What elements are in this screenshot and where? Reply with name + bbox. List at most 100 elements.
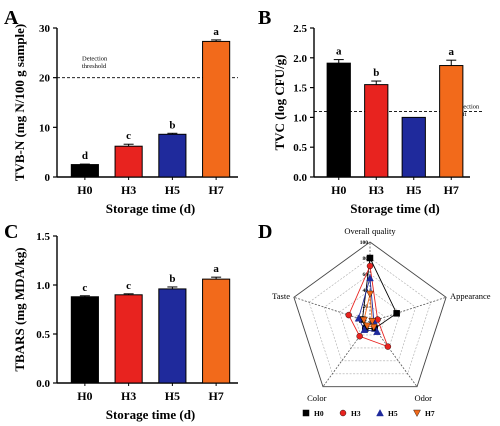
x-tick-label: H5	[165, 389, 180, 403]
significance-letter: b	[169, 273, 175, 285]
legend-label: H5	[388, 409, 398, 418]
radar-point	[393, 310, 400, 317]
bar-h0	[326, 62, 351, 178]
radar-grid-ring	[308, 257, 432, 375]
radar-grid-ring	[354, 305, 386, 336]
significance-letter: a	[336, 46, 342, 58]
radar-axis-label: Taste	[272, 291, 290, 301]
y-tick-label: 30	[39, 23, 51, 35]
radar-axis-label: Odor	[414, 393, 432, 403]
radar-tick-label: 80	[363, 256, 369, 262]
radar-tick-label: 100	[360, 240, 369, 246]
x-tick-label: H7	[444, 183, 459, 197]
y-tick-label: 0.5	[293, 142, 307, 154]
legend-marker	[339, 409, 347, 417]
panel-letter-b: B	[258, 7, 271, 29]
significance-letter: a	[213, 263, 219, 275]
panel-letter-a: A	[4, 7, 19, 29]
significance-letter: b	[373, 67, 379, 79]
radar-point	[360, 316, 368, 324]
y-tick-label: 0.0	[293, 172, 307, 184]
x-tick-label: H3	[121, 389, 136, 403]
legend-marker	[302, 409, 310, 417]
radar-point	[366, 274, 374, 282]
radar-spoke	[322, 321, 371, 387]
radar-point	[369, 323, 378, 332]
radar-series-h7	[360, 290, 378, 332]
y-axis-title: TBARS (mg MDA/kg)	[12, 247, 27, 371]
y-tick-label: 0	[45, 172, 51, 184]
radar-point	[368, 318, 377, 326]
bar-h3	[364, 84, 389, 178]
x-tick-label: H3	[369, 183, 384, 197]
radar-point	[366, 290, 374, 298]
significance-letter: c	[126, 280, 131, 292]
y-tick-label: 1.5	[293, 83, 307, 95]
legend-marker	[413, 409, 421, 417]
radar-spoke	[369, 321, 418, 387]
x-tick-label: H5	[165, 183, 180, 197]
y-tick-label: 2.0	[293, 53, 307, 65]
radar-series-line	[363, 293, 375, 328]
threshold-label: threshold	[82, 63, 107, 70]
x-axis-title: Storage time (d)	[106, 201, 196, 216]
x-tick-label: H0	[331, 183, 346, 197]
y-tick-label: 2.5	[293, 23, 307, 35]
y-tick-label: 1.0	[36, 280, 50, 292]
y-tick-label: 0.0	[36, 378, 50, 390]
radar-point	[354, 314, 363, 322]
significance-letter: a	[213, 26, 219, 38]
bar-h5	[158, 133, 187, 178]
y-tick-label: 1.5	[36, 231, 50, 243]
radar-point	[366, 262, 374, 270]
radar-series-line	[348, 264, 389, 348]
bar-h5	[401, 116, 426, 178]
x-tick-label: H0	[77, 183, 92, 197]
x-tick-label: H0	[77, 389, 92, 403]
legend-marker	[376, 409, 384, 417]
panel-b-chart: 0.00.51.01.52.02.5DetectionlimitaH0bH3H5…	[272, 23, 482, 216]
radar-axis-label: Appearance	[450, 291, 491, 301]
x-axis-title: Storage time (d)	[350, 201, 440, 216]
y-tick-label: 20	[39, 73, 51, 85]
significance-letter: b	[169, 119, 175, 131]
significance-letter: d	[82, 150, 88, 162]
x-tick-label: H3	[121, 183, 136, 197]
x-axis-title: Storage time (d)	[106, 407, 196, 422]
bar-h5	[158, 288, 187, 384]
radar-tick-label: 40	[363, 288, 369, 294]
x-tick-label: H5	[406, 183, 421, 197]
radar-point	[356, 333, 363, 340]
significance-letter: a	[449, 46, 455, 58]
radar-series-line	[361, 256, 398, 329]
y-tick-label: 1.0	[293, 112, 307, 124]
y-tick-label: 10	[39, 122, 51, 134]
radar-axis-label: Color	[307, 393, 327, 403]
bar-h7	[202, 40, 231, 178]
radar-point	[366, 254, 374, 262]
panel-letter-d: D	[258, 221, 272, 243]
legend-label: H3	[351, 409, 361, 418]
legend-label: H7	[425, 409, 435, 418]
radar-series-line	[358, 277, 378, 333]
radar-grid-ring	[323, 273, 417, 362]
panel-letter-c: C	[4, 221, 18, 243]
radar-axis-label: Overall quality	[344, 226, 396, 236]
radar-legend: H0 H3 H5 H7	[302, 409, 435, 418]
bar-h7	[202, 278, 231, 384]
radar-point	[373, 327, 381, 335]
x-tick-label: H7	[208, 183, 223, 197]
radar-point	[345, 311, 352, 319]
bar-h3	[114, 145, 143, 178]
radar-point	[363, 322, 372, 330]
radar-point	[384, 343, 392, 350]
radar-series-h3	[345, 262, 392, 350]
legend-label: H0	[314, 409, 324, 418]
panel-c-chart: 0.0 0.5 1.0 1.5 c H0 c H3 b H5 a H7 Storage time (d)…	[12, 231, 238, 422]
bar-h3	[114, 294, 143, 384]
radar-tick-label: 20	[363, 304, 369, 310]
radar-point	[360, 325, 369, 333]
y-axis-title: TVB-N (mg N/100 g sample)	[12, 24, 27, 181]
